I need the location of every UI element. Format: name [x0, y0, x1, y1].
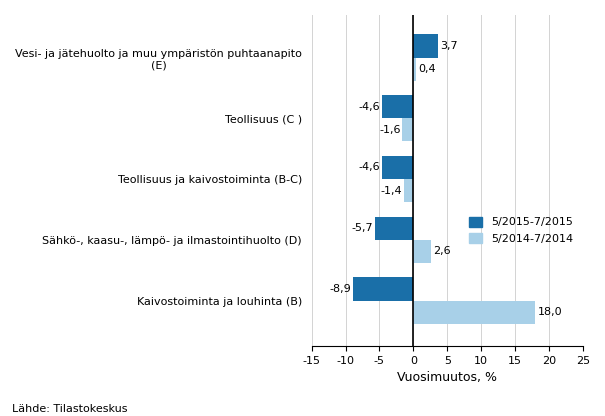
Bar: [413, 57, 416, 81]
Text: -5,7: -5,7: [351, 223, 373, 233]
Text: 18,0: 18,0: [537, 307, 562, 317]
Bar: [382, 95, 413, 118]
X-axis label: Vuosimuutos, %: Vuosimuutos, %: [397, 371, 497, 384]
Text: -4,6: -4,6: [359, 102, 380, 112]
Text: -8,9: -8,9: [329, 284, 351, 294]
Bar: [382, 156, 413, 179]
Text: 3,7: 3,7: [440, 41, 458, 51]
Text: Lähde: Tilastokeskus: Lähde: Tilastokeskus: [12, 404, 128, 414]
Bar: [413, 35, 439, 57]
Bar: [402, 118, 413, 141]
Bar: [353, 277, 413, 300]
Bar: [413, 240, 431, 263]
Text: 2,6: 2,6: [433, 246, 451, 256]
Text: 0,4: 0,4: [418, 64, 436, 74]
Legend: 5/2015-7/2015, 5/2014-7/2014: 5/2015-7/2015, 5/2014-7/2014: [464, 212, 577, 248]
Bar: [404, 179, 413, 202]
Bar: [413, 300, 535, 324]
Text: -4,6: -4,6: [359, 163, 380, 173]
Bar: [374, 217, 413, 240]
Text: -1,6: -1,6: [379, 125, 401, 135]
Text: -1,4: -1,4: [380, 186, 402, 196]
